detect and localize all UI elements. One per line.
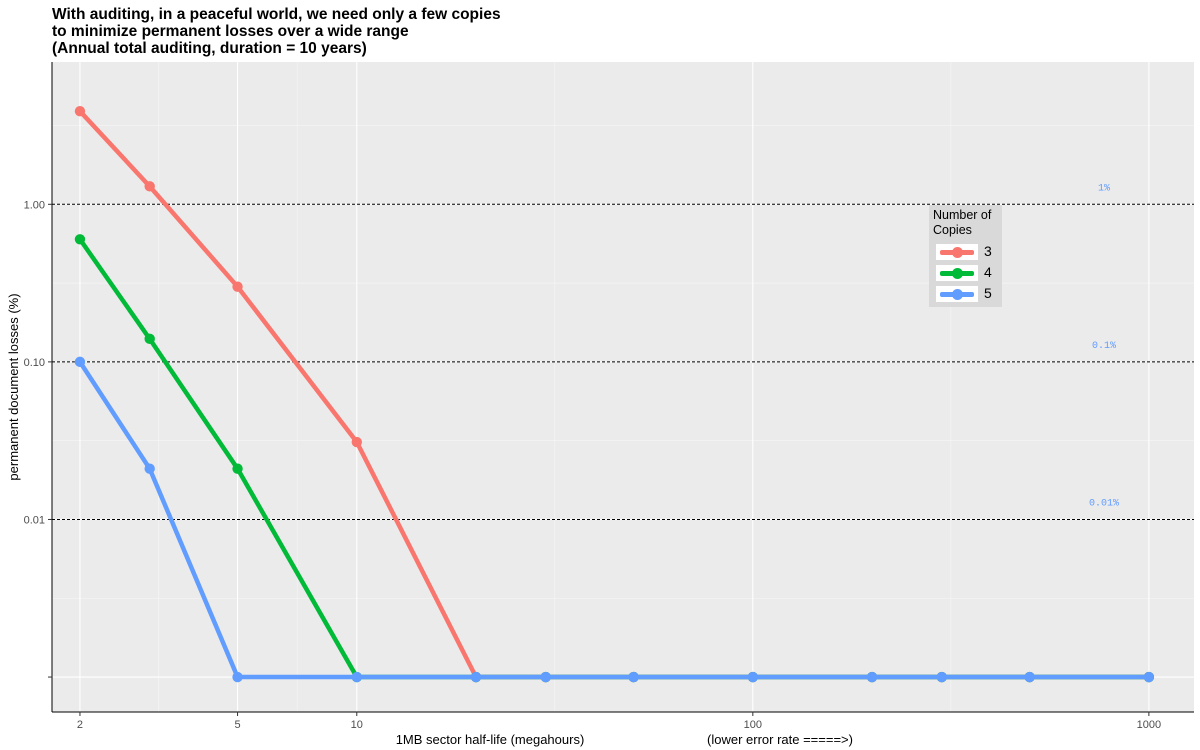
data-point	[747, 671, 759, 683]
y-tick-label: 1.00	[24, 199, 45, 211]
data-point	[144, 181, 155, 192]
data-point	[351, 671, 362, 683]
x-tick-label: 1000	[1137, 719, 1161, 731]
legend-item-4: 4	[934, 264, 1000, 282]
data-point	[232, 671, 243, 683]
chart-title: With auditing, in a peaceful world, we n…	[52, 6, 501, 57]
legend-item-3: 3	[934, 243, 1000, 261]
axes	[51, 62, 1194, 713]
data-point	[144, 463, 155, 474]
legend: Number of Copies 3 4 5	[929, 205, 1002, 307]
data-point	[74, 234, 86, 245]
reference-line-label: 1%	[1098, 183, 1110, 194]
legend-label-4: 4	[984, 264, 992, 280]
title-line-2: to minimize permanent losses over a wide…	[52, 23, 409, 40]
ticks: 2 5 10 100 1000 0.01 0.10 1.00	[24, 199, 1162, 731]
reference-line-label: 0.1%	[1092, 341, 1116, 352]
legend-key-3	[936, 244, 978, 260]
data-point	[1143, 671, 1155, 683]
reference-line-label: 0.01%	[1089, 498, 1119, 509]
legend-key-4	[936, 265, 978, 281]
x-tick-label: 100	[744, 719, 762, 731]
legend-key-5	[936, 286, 978, 302]
series-5	[74, 356, 1155, 683]
title-line-3: (Annual total auditing, duration = 10 ye…	[52, 40, 367, 57]
data-point	[144, 333, 155, 345]
y-tick-label: 0.10	[24, 357, 45, 369]
data-point	[74, 356, 86, 368]
title-line-1: With auditing, in a peaceful world, we n…	[52, 6, 501, 23]
data-point	[470, 671, 482, 683]
data-point	[628, 671, 639, 683]
series-layer	[74, 105, 1155, 683]
y-tick-label: 0.01	[24, 514, 45, 526]
y-axis-label: permanent document losses (%)	[6, 293, 21, 480]
data-point	[232, 463, 243, 474]
data-point	[1024, 671, 1035, 683]
legend-item-5: 5	[934, 285, 1000, 303]
reference-lines: 1% 0.1% 0.01%	[52, 183, 1194, 520]
plot-panel	[52, 62, 1194, 712]
x-tick-label: 2	[77, 719, 83, 731]
data-point	[866, 671, 878, 683]
data-point	[232, 281, 243, 292]
legend-label-3: 3	[984, 243, 992, 259]
data-point	[540, 671, 551, 683]
legend-title-line-2: Copies	[933, 223, 972, 237]
x-axis-label-secondary: (lower error rate =====>)	[707, 732, 853, 747]
x-tick-label: 5	[234, 719, 240, 731]
series-line-5	[77, 359, 1152, 680]
legend-title-line-1: Number of	[933, 208, 992, 222]
legend-title: Number of Copies	[933, 208, 1003, 238]
data-point	[351, 436, 362, 448]
x-tick-label: 10	[351, 719, 363, 731]
legend-label-5: 5	[984, 285, 992, 301]
minor-gridlines	[52, 62, 1194, 712]
data-point	[74, 105, 86, 117]
x-axis-label: 1MB sector half-life (megahours)	[396, 732, 585, 747]
data-point	[936, 671, 947, 683]
